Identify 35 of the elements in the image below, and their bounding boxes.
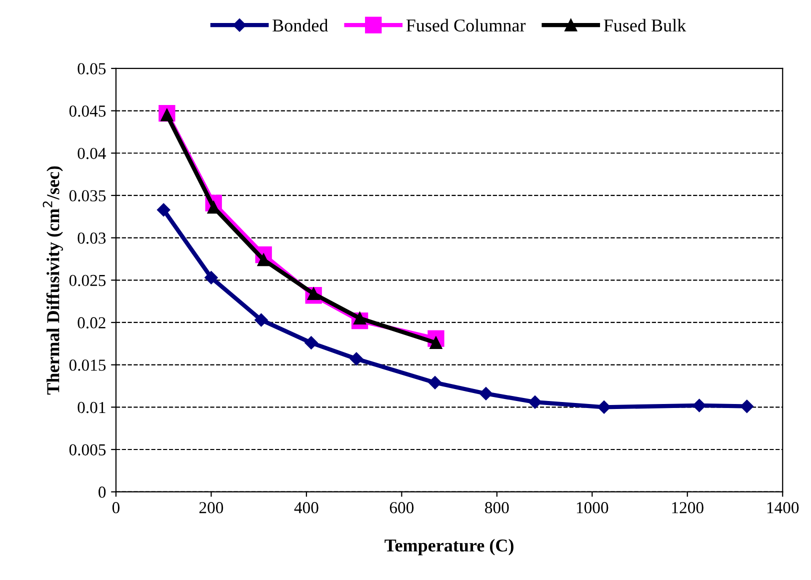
y-tick-label: 0.01 bbox=[78, 402, 106, 414]
point bbox=[254, 313, 268, 327]
y-tick-label: 0.025 bbox=[69, 274, 106, 286]
y-axis-title: Thermal Diffusivity (cm$^{2}$/sec) bbox=[42, 166, 63, 395]
point bbox=[304, 336, 318, 350]
y-tick-label: 0.05 bbox=[78, 63, 106, 74]
x-tick-label: 0 bbox=[112, 502, 120, 514]
y-tick-label: 0.005 bbox=[69, 444, 106, 456]
y-tick-label: 0.045 bbox=[69, 105, 106, 117]
x-tick-label: 1400 bbox=[767, 502, 799, 514]
x-tick-label: 400 bbox=[294, 502, 318, 514]
point bbox=[740, 400, 754, 413]
point bbox=[428, 376, 442, 390]
x-tick-label: 800 bbox=[485, 502, 509, 514]
x-tick-label: 600 bbox=[390, 502, 414, 514]
legend-label: Fused Columnar bbox=[406, 18, 526, 32]
legend-label: Fused Bulk bbox=[604, 18, 686, 32]
y-tick-label: 0.015 bbox=[69, 360, 106, 371]
x-tick-label: 200 bbox=[199, 502, 224, 514]
x-tick-label: 1200 bbox=[672, 502, 704, 514]
point bbox=[597, 400, 611, 414]
x-axis-title: Temperature (C) bbox=[384, 538, 514, 556]
point bbox=[692, 398, 706, 412]
point bbox=[528, 395, 542, 409]
x-tick-label: 1000 bbox=[576, 502, 608, 514]
y-tick-label: 0.03 bbox=[78, 232, 106, 244]
y-tick-label: 0.02 bbox=[78, 317, 106, 328]
point bbox=[204, 271, 218, 284]
legend-label: Bonded bbox=[272, 18, 328, 32]
y-tick-label: 0.035 bbox=[69, 190, 106, 202]
y-tick-label: 0 bbox=[98, 486, 106, 498]
y-tick-label: 0.04 bbox=[78, 148, 106, 160]
point bbox=[350, 352, 364, 366]
point bbox=[157, 203, 170, 216]
point bbox=[479, 387, 493, 400]
